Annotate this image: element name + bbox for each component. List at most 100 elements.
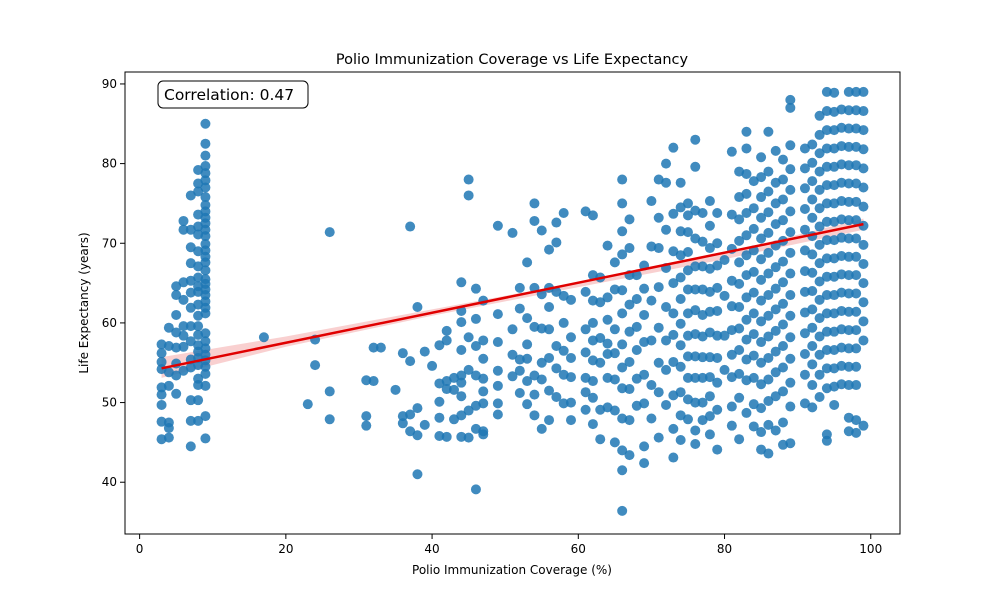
data-point [726,209,737,220]
data-point [821,235,832,246]
data-point [763,247,774,258]
data-point [551,237,562,248]
data-point [836,104,847,115]
data-point [712,404,723,415]
data-point [587,317,598,328]
data-point [602,292,613,303]
y-tick-label: 50 [102,396,117,410]
data-point [712,207,723,218]
data-point [690,397,701,408]
data-point [200,336,211,347]
data-point [748,266,759,277]
data-point [799,224,810,235]
data-point [814,294,825,305]
data-point [624,450,635,461]
data-point [851,215,862,226]
data-point [675,318,686,329]
data-point [668,208,679,219]
data-point [507,227,518,238]
data-point [463,405,474,416]
data-point [609,405,620,416]
data-point [617,226,628,237]
data-point [178,341,189,352]
data-point [814,221,825,232]
data-point [778,215,789,226]
data-point [200,433,211,444]
data-point [668,452,679,463]
data-point [851,306,862,317]
data-point [748,223,759,234]
data-point [675,226,686,237]
data-point [441,335,452,346]
data-point [697,415,708,426]
data-point [748,176,759,187]
data-point [456,410,467,421]
data-point [770,425,781,436]
data-point [763,448,774,459]
data-point [748,287,759,298]
data-point [434,412,445,423]
data-point [565,397,576,408]
data-point [851,325,862,336]
data-point [712,238,723,249]
data-point [821,180,832,191]
data-point [770,262,781,273]
data-point [682,351,693,362]
data-point [843,215,854,226]
data-point [851,86,862,97]
data-point [617,383,628,394]
data-point [785,164,796,175]
data-point [522,313,533,324]
data-point [624,415,635,426]
data-point [821,308,832,319]
data-point [763,227,774,238]
data-point [529,389,540,400]
data-point [514,282,525,293]
data-point [770,391,781,402]
data-point [492,337,503,348]
annotation-box [157,80,309,109]
data-point [704,286,715,297]
data-point [778,298,789,309]
data-point [756,274,767,285]
data-point [412,301,423,312]
data-point [405,409,416,420]
data-point [617,249,628,260]
data-point [726,146,737,157]
data-point [544,301,555,312]
data-point [807,194,818,205]
data-point [646,380,657,391]
data-point [763,419,774,430]
data-point [529,370,540,381]
data-point [778,386,789,397]
data-point [836,269,847,280]
data-point [756,212,767,223]
data-point [580,286,591,297]
data-point [690,351,701,362]
data-point [843,325,854,336]
data-point [412,403,423,414]
data-point [514,303,525,314]
data-point [719,254,730,265]
data-point [449,384,460,395]
data-point [185,415,196,426]
data-point [814,239,825,250]
data-point [851,105,862,116]
data-point [690,134,701,145]
points-layer [156,86,869,516]
data-point [851,415,862,426]
y-tick-label: 60 [102,316,117,330]
data-point [463,332,474,343]
data-point [836,305,847,316]
data-point [551,286,562,297]
data-point [617,198,628,209]
data-point [785,332,796,343]
data-point [734,235,745,246]
data-point [763,331,774,342]
x-tick-label: 20 [278,542,293,556]
data-point [851,233,862,244]
data-point [704,220,715,231]
data-point [814,349,825,360]
data-point [507,324,518,335]
data-point [617,308,628,319]
